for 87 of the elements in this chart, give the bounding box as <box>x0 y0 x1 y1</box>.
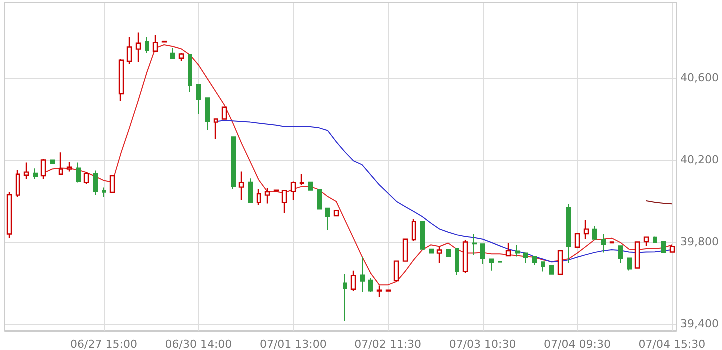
candlestick <box>126 36 132 65</box>
y-tick-label: 39,800 <box>680 236 720 249</box>
candlestick <box>308 182 313 191</box>
candlestick <box>214 118 218 140</box>
candlestick <box>58 152 64 175</box>
candlestick <box>317 189 322 210</box>
candlestick <box>231 136 236 190</box>
candlestick <box>541 262 545 272</box>
candlestick <box>386 290 392 292</box>
candlestick <box>402 238 408 263</box>
y-tick-label: 40,200 <box>680 154 720 167</box>
candlestick <box>627 258 632 272</box>
x-tick-label: 07/01 13:00 <box>260 338 327 350</box>
candlestick <box>343 274 347 322</box>
candlestick <box>360 256 365 293</box>
candlestick <box>368 278 373 293</box>
candlestick <box>188 54 192 92</box>
candlestick <box>118 58 124 102</box>
candlestick <box>222 106 228 120</box>
candlestick <box>145 36 149 54</box>
line-series <box>215 120 673 263</box>
candlestick <box>93 170 98 196</box>
candlestick <box>238 171 244 202</box>
candlestick <box>16 169 20 198</box>
candlestick <box>33 168 38 180</box>
candlestick <box>376 285 382 298</box>
candlestick <box>670 244 676 253</box>
candlestick <box>248 178 253 204</box>
candlestick <box>420 221 425 250</box>
candlestick <box>196 84 201 115</box>
x-tick-label: 07/04 15:30 <box>638 338 706 350</box>
candlestick <box>334 210 340 217</box>
candlestick <box>50 160 55 164</box>
candlestick <box>325 208 330 231</box>
candlestick <box>24 162 30 180</box>
candlestick <box>558 250 564 276</box>
x-tick-label: 07/02 11:30 <box>354 338 422 350</box>
candlestick <box>152 34 158 53</box>
candlestick <box>523 252 528 264</box>
candlestick <box>489 258 494 272</box>
candlestick <box>136 32 142 63</box>
candlestick <box>170 48 175 60</box>
candlestick <box>264 188 270 204</box>
candlestick <box>480 244 485 264</box>
candlestick <box>394 260 400 282</box>
candlestick <box>618 246 623 264</box>
candlestick <box>282 190 288 214</box>
candlestick <box>653 236 657 244</box>
candlestick <box>436 246 442 264</box>
line-series <box>43 44 673 286</box>
candlestick <box>290 181 296 201</box>
candlestick <box>661 242 666 254</box>
candlestick <box>462 239 468 274</box>
candlestick <box>584 219 590 240</box>
candlestick <box>76 162 81 184</box>
x-tick-label: 07/03 10:30 <box>449 338 516 350</box>
candlestick <box>472 234 477 256</box>
candlestick <box>66 161 72 172</box>
candlestick <box>592 226 597 240</box>
candlestick <box>110 174 116 194</box>
x-tick-label: 06/27 15:00 <box>70 338 138 350</box>
candlestick <box>549 266 554 275</box>
candlestick <box>350 270 356 292</box>
x-tick-label: 06/30 14:00 <box>165 338 232 350</box>
candlestick <box>40 158 46 180</box>
candlestick <box>601 234 606 254</box>
y-tick-label: 40,600 <box>680 72 720 85</box>
candlestick <box>574 233 580 248</box>
candlestick <box>429 248 434 254</box>
candlestick <box>6 192 12 239</box>
x-tick-label: 07/04 09:30 <box>544 338 611 350</box>
candlestick <box>455 248 459 276</box>
candlestick <box>515 244 520 258</box>
candlestick <box>256 188 262 206</box>
y-tick-label: 39,400 <box>680 318 720 331</box>
candlestick <box>84 172 90 186</box>
candlestick <box>506 242 512 257</box>
candlestick <box>644 236 650 247</box>
candlestick <box>300 174 304 186</box>
candlestick <box>178 52 184 62</box>
candlestick <box>532 256 537 266</box>
candlestick <box>205 98 210 131</box>
candlestick <box>566 204 571 264</box>
candlestick <box>102 187 106 198</box>
candlestick <box>412 218 416 242</box>
candlestick <box>634 242 640 269</box>
candlestick <box>446 250 451 258</box>
